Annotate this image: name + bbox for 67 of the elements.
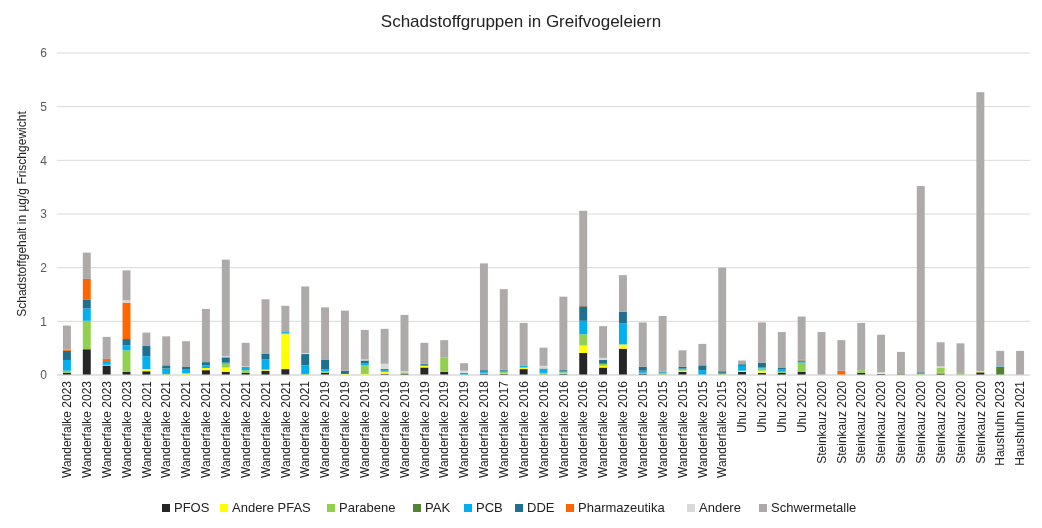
x-tick-label: Wanderfalke 2016 xyxy=(576,380,591,478)
x-tick-label: Wanderfalke 2019 xyxy=(397,380,412,478)
y-tick-label: 5 xyxy=(40,100,48,115)
x-tick-label: Steinkauz 2020 xyxy=(894,380,909,464)
legend-label: PCB xyxy=(476,500,503,515)
legend-label: PFOS xyxy=(174,500,210,515)
x-tick-label: Uhu 2021 xyxy=(774,380,789,434)
x-tick-label: Wanderfalke 2015 xyxy=(695,380,710,478)
x-tick-label: Haushuhn 2021 xyxy=(1013,380,1028,466)
chart-title: Schadstoffgruppen in Greifvogeleiern xyxy=(380,12,662,31)
x-tick-label: Wanderfalke 2019 xyxy=(318,380,333,478)
x-tick-label: Wanderfalke 2021 xyxy=(278,380,293,478)
legend-label: Schwermetalle xyxy=(771,500,857,515)
x-tick-label: Wanderfalke 2015 xyxy=(675,380,690,478)
x-tick-label: Wanderfalke 2021 xyxy=(199,380,214,478)
legend-label: Pharmazeutika xyxy=(578,500,666,515)
x-tick-label: Wanderfalke 2023 xyxy=(60,380,75,478)
x-tick-label: Wanderfalke 2016 xyxy=(536,380,551,478)
x-tick-label: Wanderfalke 2015 xyxy=(655,380,670,478)
x-tick-label: Wanderfalke 2019 xyxy=(457,380,472,478)
x-tick-label: Wanderfalke 2021 xyxy=(238,380,253,478)
y-tick-label: 3 xyxy=(40,207,48,222)
x-tick-label: Wanderfalke 2023 xyxy=(119,380,134,478)
x-tick-label: Steinkauz 2020 xyxy=(854,380,869,464)
x-tick-label: Wanderfalke 2021 xyxy=(218,380,233,478)
x-tick-label: Steinkauz 2020 xyxy=(814,380,829,464)
x-tick-label: Uhu 2021 xyxy=(755,380,770,434)
y-tick-label: 6 xyxy=(40,46,48,61)
y-tick-label: 4 xyxy=(40,153,48,168)
x-tick-label: Wanderfalke 2016 xyxy=(616,380,631,478)
x-tick-label: Wanderfalke 2016 xyxy=(596,380,611,478)
x-tick-label: Wanderfalke 2019 xyxy=(338,380,353,478)
x-tick-label: Wanderfalke 2016 xyxy=(556,380,571,478)
x-tick-label: Wanderfalke 2019 xyxy=(417,380,432,478)
x-tick-label: Wanderfalke 2015 xyxy=(715,380,730,478)
x-tick-label: Steinkauz 2020 xyxy=(874,380,889,464)
x-tick-label: Steinkauz 2020 xyxy=(973,380,988,464)
x-tick-label: Wanderfalke 2021 xyxy=(159,380,174,478)
x-tick-label: Wanderfalke 2015 xyxy=(635,380,650,478)
x-tick-label: Uhu 2021 xyxy=(794,380,809,434)
y-axis-title: Schadstoffgehalt in µg/g Frischgewicht xyxy=(15,110,29,317)
x-tick-label: Wanderfalke 2019 xyxy=(437,380,452,478)
x-tick-label: Steinkauz 2020 xyxy=(953,380,968,464)
x-tick-label: Wanderfalke 2023 xyxy=(79,380,94,478)
x-tick-label: Wanderfalke 2021 xyxy=(298,380,313,478)
x-tick-label: Wanderfalke 2023 xyxy=(99,380,114,478)
x-tick-label: Wanderfalke 2019 xyxy=(377,380,392,478)
x-tick-label: Wanderfalke 2017 xyxy=(496,380,511,478)
x-tick-label: Wanderfalke 2021 xyxy=(258,380,273,478)
y-tick-label: 0 xyxy=(40,368,48,383)
legend-label: DDE xyxy=(527,500,555,515)
legend-label: Andere PFAS xyxy=(232,500,312,515)
x-tick-label: Uhu 2023 xyxy=(735,380,750,434)
x-tick-label: Wanderfalke 2018 xyxy=(477,380,492,478)
legend-label: Parabene xyxy=(339,500,396,515)
x-tick-label: Haushuhn 2023 xyxy=(993,380,1008,466)
legend-label: Andere xyxy=(699,500,741,515)
y-tick-label: 1 xyxy=(40,314,48,329)
legend-label: PAK xyxy=(425,500,451,515)
x-tick-label: Wanderfalke 2019 xyxy=(357,380,372,478)
x-tick-label: Steinkauz 2020 xyxy=(933,380,948,464)
x-tick-label: Steinkauz 2020 xyxy=(834,380,849,464)
x-tick-label: Wanderfalke 2021 xyxy=(179,380,194,478)
x-tick-label: Steinkauz 2020 xyxy=(913,380,928,464)
x-tick-label: Wanderfalke 2021 xyxy=(139,380,154,478)
y-tick-label: 2 xyxy=(40,261,48,276)
x-tick-label: Wanderfalke 2016 xyxy=(516,380,531,478)
